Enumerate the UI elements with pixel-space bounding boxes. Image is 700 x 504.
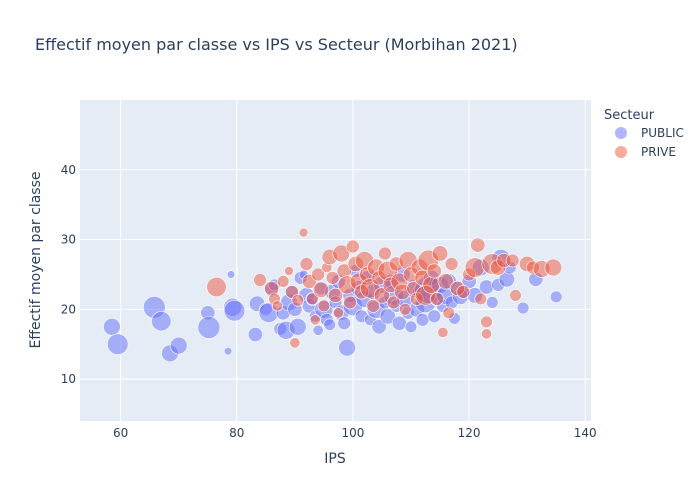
data-point-public[interactable] xyxy=(223,347,233,356)
chart-title: Effectif moyen par classe vs IPS vs Sect… xyxy=(35,35,518,54)
data-point-prive[interactable] xyxy=(474,292,487,306)
legend-item-prive[interactable]: PRIVE xyxy=(615,145,676,159)
legend-label-prive: PRIVE xyxy=(641,145,676,159)
data-point-prive[interactable] xyxy=(386,295,401,310)
data-point-public[interactable] xyxy=(379,308,396,325)
data-point-prive[interactable] xyxy=(291,294,304,307)
data-point-prive[interactable] xyxy=(343,295,357,310)
y-tick-label: 40 xyxy=(61,163,76,177)
data-point-prive[interactable] xyxy=(277,275,290,288)
data-point-prive[interactable] xyxy=(306,292,319,306)
data-point-prive[interactable] xyxy=(509,289,522,302)
legend-item-public[interactable]: PUBLIC xyxy=(615,126,684,140)
data-point-prive[interactable] xyxy=(399,303,412,316)
data-point-public[interactable] xyxy=(288,317,307,336)
data-point-prive[interactable] xyxy=(505,253,520,268)
y-axis-ticks: 10 20 30 40 xyxy=(61,163,76,386)
legend-marker-prive xyxy=(615,146,627,158)
x-tick-label: 100 xyxy=(341,426,364,440)
data-point-prive[interactable] xyxy=(311,267,325,282)
data-point-prive[interactable] xyxy=(346,239,360,254)
data-point-prive[interactable] xyxy=(298,227,309,238)
data-point-public[interactable] xyxy=(427,309,442,324)
data-point-public[interactable] xyxy=(371,319,387,335)
data-point-public[interactable] xyxy=(197,316,221,339)
legend-label-public: PUBLIC xyxy=(641,126,684,140)
data-point-prive[interactable] xyxy=(327,287,343,303)
data-point-public[interactable] xyxy=(516,301,530,315)
x-tick-label: 120 xyxy=(458,426,481,440)
data-point-prive[interactable] xyxy=(206,276,227,298)
data-point-prive[interactable] xyxy=(325,271,340,285)
data-point-public[interactable] xyxy=(478,279,494,295)
y-tick-label: 20 xyxy=(61,302,76,316)
x-tick-label: 140 xyxy=(574,426,597,440)
data-point-public[interactable] xyxy=(338,338,356,357)
data-point-public[interactable] xyxy=(337,316,352,331)
x-axis-ticks: 60 80 100 120 140 xyxy=(113,426,597,440)
x-tick-label: 80 xyxy=(229,426,244,440)
data-point-prive[interactable] xyxy=(431,245,449,262)
x-axis-label: IPS xyxy=(324,451,346,467)
x-tick-label: 60 xyxy=(113,426,128,440)
data-point-public[interactable] xyxy=(103,317,121,336)
data-point-public[interactable] xyxy=(312,324,324,336)
data-point-prive[interactable] xyxy=(456,285,471,299)
data-point-prive[interactable] xyxy=(366,299,381,313)
data-point-public[interactable] xyxy=(106,333,129,355)
y-tick-label: 10 xyxy=(61,372,76,386)
data-point-prive[interactable] xyxy=(309,314,321,326)
data-point-prive[interactable] xyxy=(430,292,444,306)
data-point-prive[interactable] xyxy=(437,326,449,338)
data-point-public[interactable] xyxy=(247,326,263,342)
data-point-prive[interactable] xyxy=(470,237,486,253)
data-point-public[interactable] xyxy=(404,320,418,333)
data-point-prive[interactable] xyxy=(464,257,486,278)
data-point-prive[interactable] xyxy=(312,281,330,298)
data-point-public[interactable] xyxy=(486,296,499,309)
data-point-prive[interactable] xyxy=(444,257,459,271)
data-point-prive[interactable] xyxy=(544,258,563,277)
data-point-public[interactable] xyxy=(323,318,336,331)
data-point-prive[interactable] xyxy=(253,273,267,287)
data-point-prive[interactable] xyxy=(422,276,441,294)
data-point-public[interactable] xyxy=(549,290,563,303)
legend: Secteur PUBLIC PRIVE xyxy=(604,108,684,159)
data-point-prive[interactable] xyxy=(480,328,492,340)
data-point-prive[interactable] xyxy=(289,337,301,349)
data-point-prive[interactable] xyxy=(480,315,493,329)
data-point-public[interactable] xyxy=(223,300,246,322)
data-point-prive[interactable] xyxy=(299,257,314,271)
data-point-prive[interactable] xyxy=(271,300,283,312)
data-point-prive[interactable] xyxy=(332,244,351,263)
data-point-prive[interactable] xyxy=(442,306,455,319)
legend-title: Secteur xyxy=(604,108,655,123)
data-point-prive[interactable] xyxy=(317,299,331,313)
data-point-prive[interactable] xyxy=(437,273,454,290)
data-point-public[interactable] xyxy=(169,336,188,355)
legend-marker-public xyxy=(615,127,627,139)
series-prive xyxy=(206,227,563,349)
y-tick-label: 30 xyxy=(61,233,76,247)
data-point-prive[interactable] xyxy=(332,307,344,319)
data-point-prive[interactable] xyxy=(373,287,391,304)
data-point-prive[interactable] xyxy=(378,246,392,261)
data-points xyxy=(103,227,563,363)
data-point-prive[interactable] xyxy=(284,266,294,276)
y-axis-label: Effectif moyen par classe xyxy=(28,171,44,348)
data-point-public[interactable] xyxy=(151,311,172,332)
data-point-public[interactable] xyxy=(226,270,236,279)
data-point-public[interactable] xyxy=(415,312,430,327)
data-point-prive[interactable] xyxy=(426,263,442,279)
